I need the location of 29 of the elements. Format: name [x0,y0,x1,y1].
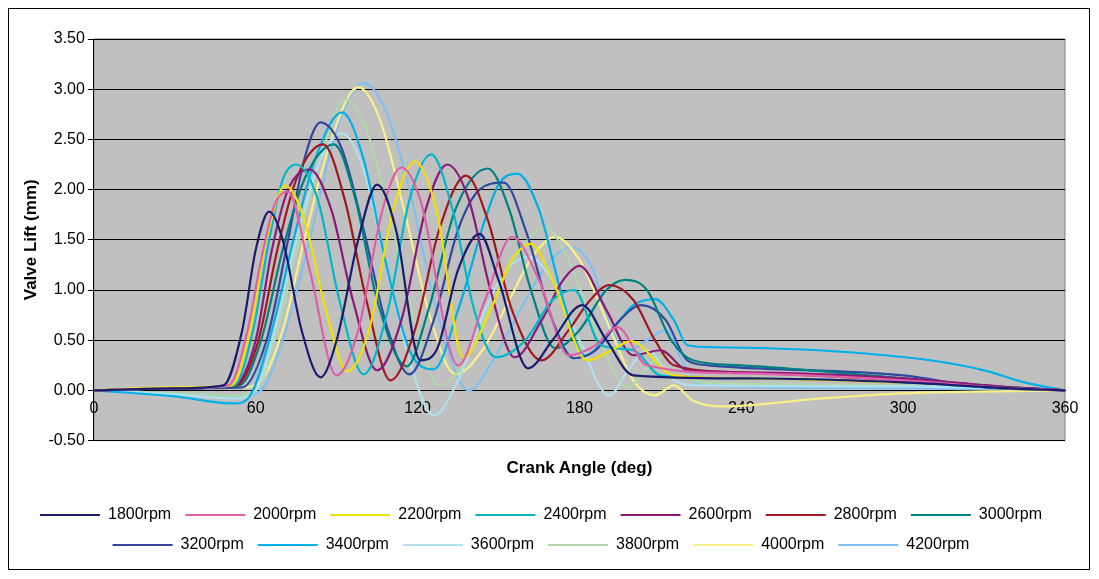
legend-label: 4200rpm [906,535,970,553]
y-tick-label: 3.50 [53,29,85,47]
y-tick-label: 0.00 [53,380,85,398]
legend-label: 1800rpm [107,505,172,523]
y-tick-label: 1.00 [53,280,85,298]
legend-label: 2600rpm [688,505,752,523]
y-tick-label: 1.50 [53,230,85,248]
y-tick-label: 2.50 [53,129,85,147]
legend-label: 3000rpm [978,505,1043,523]
legend-label: 4000rpm [761,535,825,553]
x-tick-label: 120 [404,399,432,417]
legend-label: 3800rpm [616,535,680,553]
y-tick-label: 2.00 [53,180,85,198]
legend-label: 2000rpm [253,505,317,523]
legend-label: 2200rpm [398,505,462,523]
legend-label: 3600rpm [470,535,535,553]
x-tick-label: 180 [566,399,593,417]
legend-label: 3200rpm [180,535,244,553]
y-axis-title: Valve Lift (mm) [20,179,40,301]
y-tick-label: 3.00 [53,79,85,97]
x-tick-label: 60 [246,399,265,417]
x-tick-label: 300 [889,399,917,417]
y-tick-label: 0.50 [53,330,85,348]
legend-label: 3400rpm [325,535,389,553]
x-tick-label: 360 [1051,399,1079,417]
legend-label: 2400rpm [543,505,607,523]
y-tick-label: -0.50 [48,431,85,449]
x-axis-title: Crank Angle (deg) [506,458,653,478]
legend-label: 2800rpm [833,505,897,523]
